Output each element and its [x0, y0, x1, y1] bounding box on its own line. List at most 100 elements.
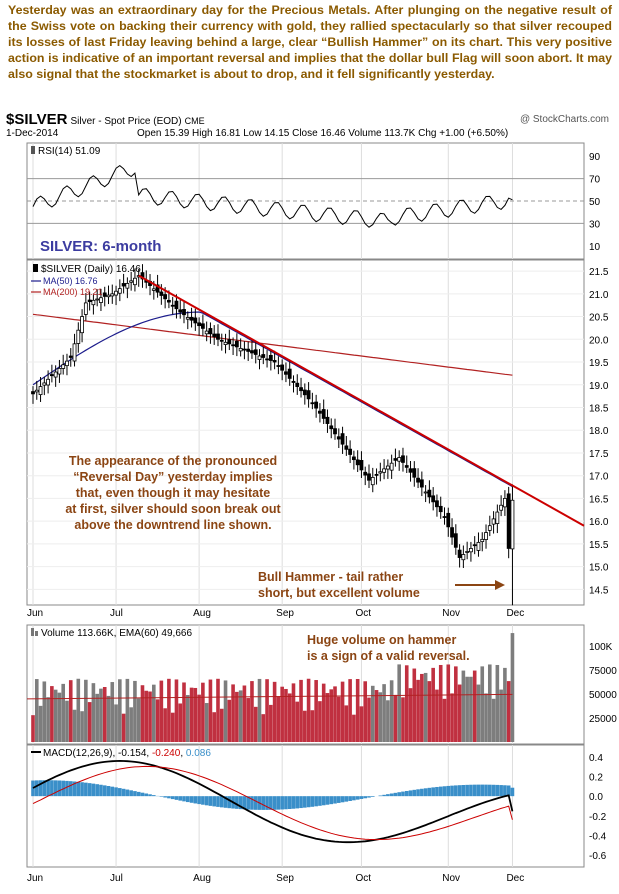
macd-label-v3: 0.086 [186, 748, 211, 759]
volume-bar [438, 664, 443, 742]
macd-histogram-bar [53, 780, 58, 797]
candle-body [367, 473, 371, 481]
volume-bar [68, 680, 73, 742]
macd-histogram-bar [106, 786, 111, 797]
volume-bar [370, 685, 375, 742]
volume-bar [219, 708, 224, 742]
month-tick-label: Jul [110, 873, 123, 884]
volume-bar [416, 679, 420, 742]
macd-histogram-bar [495, 784, 500, 797]
macd-histogram-bar [170, 796, 175, 800]
macd-histogram-bar [329, 796, 334, 805]
candle-body [427, 489, 432, 498]
watermark: @ StockCharts.com [519, 114, 609, 125]
volume-bar [480, 666, 485, 742]
macd-histogram-bar [355, 796, 360, 800]
candle-body [208, 328, 213, 335]
candle-body [510, 499, 515, 550]
macd-histogram-bar [189, 796, 194, 803]
volume-bar [125, 678, 130, 742]
candle-body [204, 330, 209, 335]
candle-body [117, 288, 122, 294]
ohlc-summary: Open 15.39 High 16.81 Low 14.15 Close 16… [137, 128, 509, 139]
volume-bar [412, 668, 417, 742]
price-tick-label: 18.5 [589, 403, 609, 414]
candle-body [68, 355, 73, 358]
candle-body [185, 317, 190, 320]
volume-bar [189, 687, 194, 742]
candle-body [355, 459, 360, 466]
candle-body [469, 548, 473, 553]
instrument-name: Silver - Spot Price (EOD) [70, 116, 182, 127]
macd-histogram-bar [227, 796, 232, 809]
candle-body [295, 382, 300, 387]
macd-histogram-bar [68, 781, 73, 797]
macd-histogram-bar [72, 781, 77, 797]
candle-body [359, 460, 364, 471]
volume-bar [223, 680, 228, 742]
volume-bar [80, 711, 84, 742]
candle-body [397, 457, 402, 462]
volume-bar [253, 706, 258, 742]
volume-bar [197, 694, 201, 742]
volume-bar [65, 700, 69, 742]
macd-tick-label: -0.6 [589, 851, 607, 862]
volume-bar [284, 688, 288, 742]
candle-body [151, 288, 156, 291]
ma50-line [32, 311, 513, 488]
volume-bar [148, 691, 152, 742]
volume-bar [242, 685, 247, 742]
candle-body [57, 367, 62, 375]
macd-histogram-bar [261, 796, 266, 810]
macd-histogram-bar [253, 796, 258, 810]
candle-body [238, 347, 243, 352]
macd-histogram-bar [404, 790, 409, 797]
volume-bar [129, 707, 133, 742]
candle-body [442, 516, 447, 518]
candle-body [476, 541, 481, 551]
commentary-text: Yesterday was an extraordinary day for t… [8, 3, 612, 81]
volume-bar [152, 684, 156, 742]
volume-bar [389, 680, 394, 742]
price-tick-label: 19.0 [589, 381, 609, 392]
macd-histogram-bar [265, 796, 269, 810]
candle-body [250, 350, 254, 354]
volume-bar [420, 673, 424, 742]
volume-bar [57, 692, 62, 742]
volume-bar [454, 666, 458, 742]
volume-bar [491, 698, 496, 742]
volume-bar [114, 704, 118, 742]
volume-bar [185, 695, 190, 742]
legend-main: $SILVER (Daily) 16.46 [41, 264, 141, 275]
macd-histogram-bar [204, 796, 209, 806]
macd-histogram-bar [484, 784, 488, 797]
candle-body [431, 495, 436, 503]
macd-histogram-bar [208, 796, 213, 806]
volume-bar [72, 709, 77, 742]
rsi-tick-label: 50 [589, 197, 601, 208]
candle-body [472, 544, 477, 547]
macd-histogram-bar [129, 790, 133, 797]
volume-bar [397, 664, 401, 742]
volume-legend: Volume 113.66K, EMA(60) 49,666 [31, 628, 192, 639]
volume-note-2: is a sign of a valid reversal. [307, 649, 470, 663]
macd-histogram-bar [438, 786, 443, 797]
volume-bar [404, 665, 409, 742]
macd-histogram-bar [435, 786, 439, 797]
macd-histogram-bar [491, 784, 496, 797]
candle-body [87, 299, 92, 303]
candle-body [136, 275, 141, 278]
volume-bar [238, 690, 243, 742]
macd-histogram-bar [223, 796, 228, 808]
volume-bar [352, 714, 356, 742]
candle-body [227, 339, 232, 345]
volume-tick-label: 25000 [589, 714, 617, 725]
candle-body [302, 389, 307, 396]
candle-body [484, 532, 488, 540]
candle-body [182, 309, 186, 316]
candle-body [53, 371, 58, 378]
volume-bar [140, 685, 145, 742]
volume-bar [393, 694, 398, 742]
rsi-legend: RSI(14) 51.09 [31, 146, 101, 157]
macd-histogram-bar [280, 796, 284, 810]
